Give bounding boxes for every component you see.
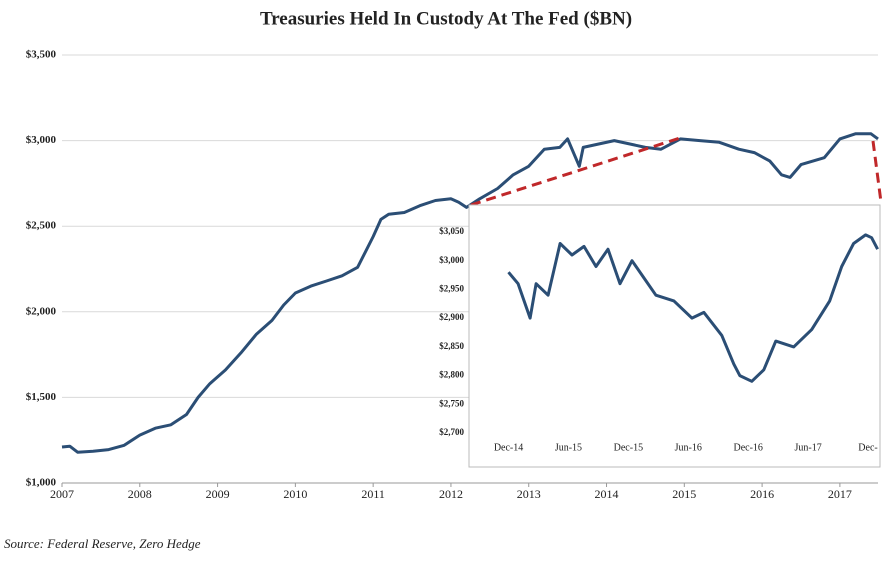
zoom-connector — [871, 140, 883, 203]
x-tick-label: Dec-16 — [733, 442, 762, 453]
y-tick-label: $1,000 — [26, 477, 57, 489]
x-tick-label: 2010 — [283, 487, 307, 501]
x-tick-label: Jun-17 — [794, 442, 821, 453]
x-tick-label: 2011 — [361, 487, 385, 501]
data-line — [507, 233, 879, 383]
y-tick-label: $2,950 — [439, 283, 464, 293]
x-tick-label: 2017 — [828, 487, 852, 501]
x-tick-label: Dec- — [858, 442, 877, 453]
inset-chart: $2,700 $2,750 $2,800 $2,850 $2,900 $2,950 $3,0… — [439, 226, 879, 453]
y-tick-label: $2,000 — [26, 305, 57, 317]
x-tick-label: 2009 — [206, 487, 230, 501]
y-tick-label: $2,800 — [439, 370, 464, 380]
x-tick-label: Dec-15 — [614, 442, 643, 453]
y-tick-label: $2,850 — [439, 341, 464, 351]
x-tick-label: 2012 — [439, 487, 463, 501]
y-tick-label: $2,900 — [439, 312, 464, 322]
x-tick-label: 2013 — [517, 487, 541, 501]
x-tick-label: Jun-15 — [555, 442, 582, 453]
y-tick-label: $3,050 — [439, 226, 464, 236]
y-tick-label: $3,000 — [439, 255, 464, 265]
x-tick-label: 2008 — [128, 487, 152, 501]
y-tick-label: $1,500 — [26, 391, 57, 403]
inset-frame — [468, 204, 881, 468]
y-tick-label: $3,500 — [26, 49, 57, 61]
zoom-connector — [470, 136, 681, 207]
source-note: Source: Federal Reserve, Zero Hedge — [4, 536, 201, 551]
x-tick-label: 2014 — [595, 487, 619, 501]
chart-title: Treasuries Held In Custody At The Fed ($… — [260, 8, 632, 29]
y-tick-label: $2,700 — [439, 427, 464, 437]
x-tick-label: Jun-16 — [675, 442, 702, 453]
x-tick-label: 2015 — [672, 487, 696, 501]
y-tick-label: $2,750 — [439, 398, 464, 408]
y-tick-label: $3,000 — [26, 134, 57, 146]
x-tick-label: 2007 — [50, 487, 74, 501]
x-tick-label: Dec-14 — [494, 442, 523, 453]
x-tick-label: 2016 — [750, 487, 774, 501]
y-tick-label: $2,500 — [26, 220, 57, 232]
data-line — [61, 132, 879, 454]
